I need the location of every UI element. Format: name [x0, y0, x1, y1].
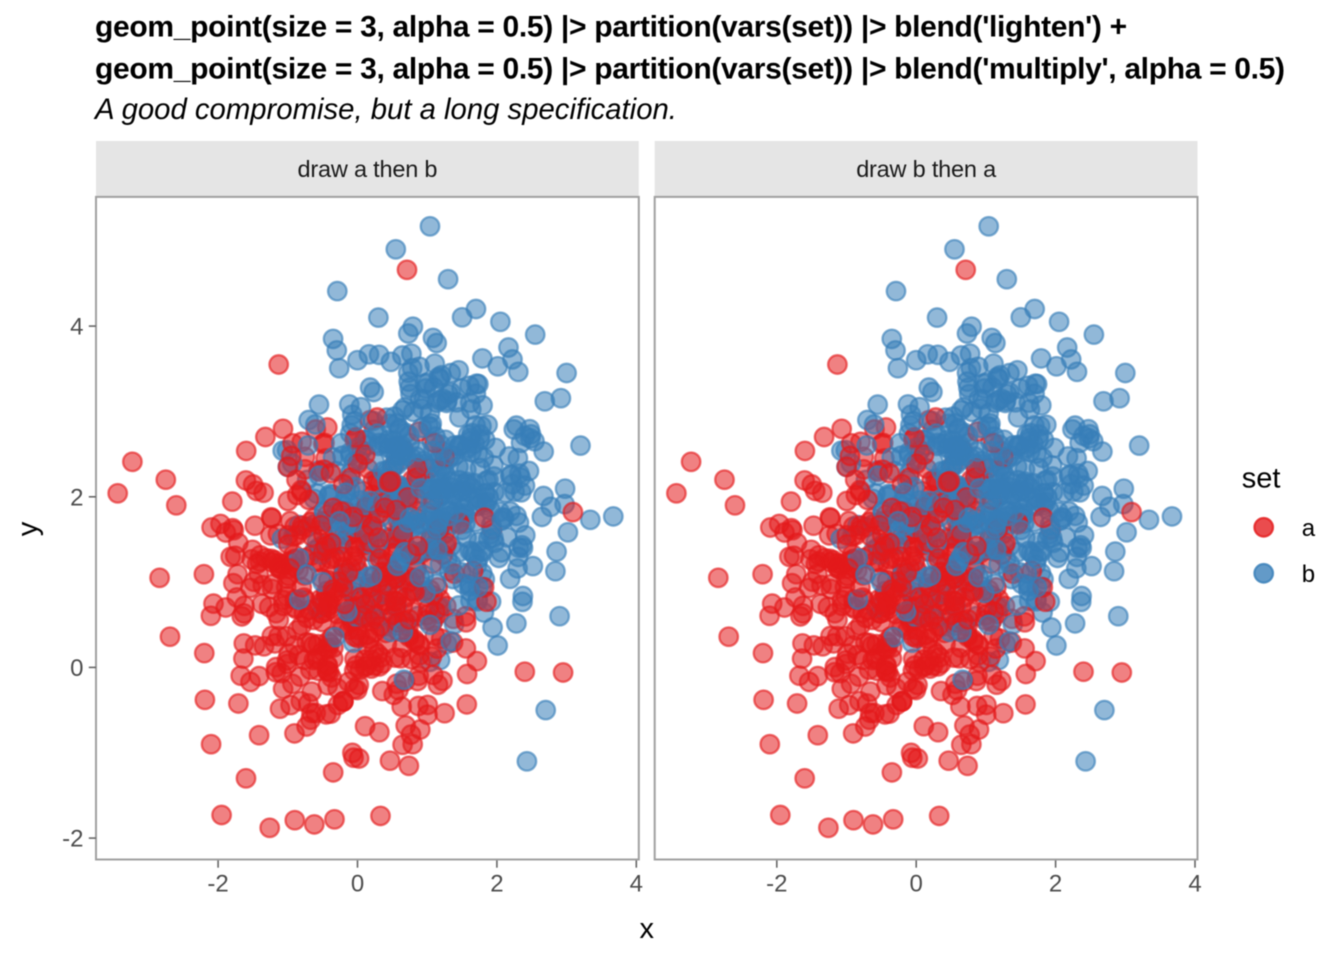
svg-text:b: b	[1302, 561, 1315, 588]
svg-text:0: 0	[351, 871, 364, 898]
svg-text:geom_point(size = 3, alpha = 0: geom_point(size = 3, alpha = 0.5) |> par…	[95, 52, 1285, 85]
svg-text:draw b then a: draw b then a	[856, 156, 997, 182]
svg-text:draw a then b: draw a then b	[297, 156, 437, 182]
svg-text:-2: -2	[766, 871, 787, 898]
svg-text:4: 4	[1188, 871, 1201, 898]
svg-text:geom_point(size = 3, alpha = 0: geom_point(size = 3, alpha = 0.5) |> par…	[95, 10, 1127, 43]
svg-text:x: x	[640, 913, 655, 945]
svg-text:0: 0	[70, 655, 83, 682]
svg-text:0: 0	[910, 871, 923, 898]
svg-text:set: set	[1242, 463, 1281, 495]
svg-text:-2: -2	[207, 871, 228, 898]
svg-text:a: a	[1302, 515, 1316, 542]
svg-text:y: y	[12, 521, 44, 536]
svg-text:2: 2	[490, 871, 503, 898]
svg-text:A good compromise, but a long: A good compromise, but a long specificat…	[93, 93, 677, 126]
svg-text:4: 4	[70, 314, 83, 341]
svg-text:2: 2	[70, 484, 83, 511]
svg-text:4: 4	[630, 871, 643, 898]
svg-text:2: 2	[1049, 871, 1062, 898]
svg-text:-2: -2	[62, 826, 83, 853]
